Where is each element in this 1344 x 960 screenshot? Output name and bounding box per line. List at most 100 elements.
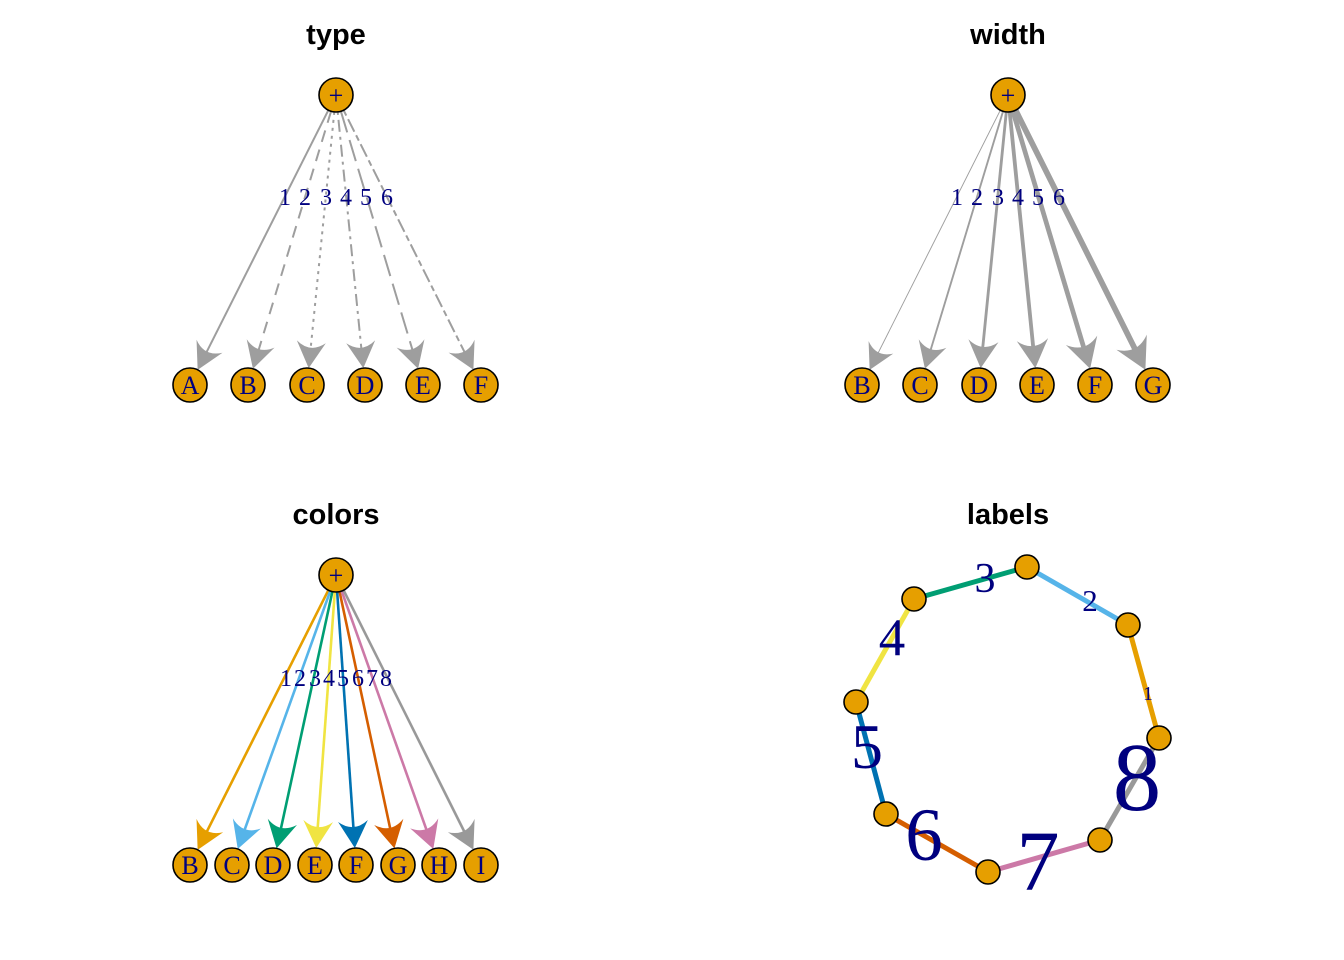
node-G-label: G [1144, 371, 1163, 400]
edges [196, 109, 475, 370]
node-I-circle [463, 847, 499, 883]
edge-5 [335, 591, 356, 832]
node-E-label: E [307, 851, 323, 880]
edge-4 [336, 111, 363, 353]
panel-title-width: width [969, 19, 1046, 51]
edge-label-5: 5 [360, 185, 372, 211]
node-E-label: E [1029, 371, 1045, 400]
edge-arrowhead-5 [1065, 335, 1098, 369]
panel-type: 1 2 3 4 5 6 + A B C D E F [172, 77, 499, 403]
node-C-label: C [298, 371, 315, 400]
edge-label-5: 5 [1032, 185, 1044, 211]
node-F-label: F [474, 371, 488, 400]
ring-node-6 [873, 801, 899, 827]
node-F-label: F [349, 851, 363, 880]
panel-title-colors: colors [292, 499, 379, 531]
ring-node-7 [975, 859, 1001, 885]
node-E-circle [297, 847, 333, 883]
edge-arrowhead-4 [303, 819, 334, 849]
edge-label-7: 7 [366, 666, 378, 692]
panel-colors: 1 2 3 4 5 6 7 8 + B C D E F G H I [172, 557, 499, 883]
ring-edge-1 [1125, 624, 1162, 739]
node-E-circle [405, 367, 441, 403]
edge-label-2: 2 [294, 666, 306, 692]
node-D-label: D [356, 371, 375, 400]
edge-label-8: 8 [380, 666, 392, 692]
root-node-label: + [1001, 81, 1016, 110]
edge-7 [340, 590, 430, 835]
edge-label-4: 4 [323, 666, 335, 692]
ring-edge-label-2: 2 [1082, 583, 1098, 618]
edge-arrowhead-1 [868, 341, 894, 370]
ring-edge-label-1: 1 [1143, 683, 1153, 705]
edge-arrowhead-5 [338, 819, 368, 849]
ring-edges [853, 564, 1162, 875]
node-F-circle [338, 847, 374, 883]
ring-node-5 [843, 689, 869, 715]
edge-arrowhead-6 [374, 818, 404, 849]
ring-edge-3 [913, 564, 1028, 602]
edge-label-1: 1 [279, 185, 291, 211]
node-E-circle [1019, 367, 1055, 403]
node-D-circle [961, 367, 997, 403]
edge-2 [928, 110, 1004, 354]
node-D-circle [255, 847, 291, 883]
edge-1 [203, 589, 330, 836]
edge-4 [316, 591, 337, 832]
node-G-circle [380, 847, 416, 883]
edge-6 [1013, 108, 1140, 355]
edges [868, 108, 1147, 370]
edge-arrowhead-1 [196, 818, 224, 850]
edge-2 [256, 110, 333, 354]
node-B-label: B [239, 371, 256, 400]
edge-arrowhead-3 [267, 818, 297, 849]
root-node-circle [318, 77, 354, 113]
node-F-circle [463, 367, 499, 403]
edge-arrowhead-3 [296, 340, 326, 369]
edge-1 [876, 109, 1001, 357]
ring-edge-2 [1025, 564, 1130, 628]
edge-6 [342, 109, 468, 357]
ring-edge-label-6: 6 [905, 794, 943, 877]
edge-label-5: 5 [337, 666, 349, 692]
node-H-label: H [430, 851, 449, 880]
root-node-circle [318, 557, 354, 593]
edge-label-6: 6 [1053, 185, 1065, 211]
edge-5 [1010, 110, 1088, 353]
edge-label-6: 6 [381, 185, 393, 211]
ring-edge-label-4: 4 [879, 609, 906, 667]
node-G-label: G [389, 851, 408, 880]
node-B-circle [230, 367, 266, 403]
node-C-circle [902, 367, 938, 403]
edges [196, 589, 475, 850]
node-D-label: D [970, 371, 989, 400]
edge-arrowhead-4 [346, 340, 376, 369]
edge-4 [1007, 111, 1036, 352]
edge-label-1: 1 [280, 666, 292, 692]
edge-label-4: 4 [1012, 185, 1024, 211]
panel-width: 1 2 3 4 5 6 + B C D E F G [844, 77, 1171, 403]
edge-3 [980, 111, 1008, 352]
edge-6 [338, 591, 393, 833]
ring-edge-7 [987, 837, 1101, 875]
ring-node-8 [1087, 827, 1113, 853]
node-A-circle [172, 367, 208, 403]
node-B-circle [172, 847, 208, 883]
panel-title-labels: labels [967, 499, 1049, 531]
edge-arrowhead-1 [196, 339, 223, 370]
node-C-label: C [223, 851, 240, 880]
ring-node-1 [1146, 725, 1172, 751]
ring-edge-4 [853, 597, 917, 704]
edge-arrowhead-6 [1116, 334, 1147, 370]
edge-arrowhead-2 [246, 339, 275, 369]
edge-label-3: 3 [309, 666, 321, 692]
edge-1 [203, 109, 330, 357]
node-G-circle [1135, 367, 1171, 403]
node-I-label: I [477, 851, 486, 880]
node-A-label: A [181, 371, 200, 400]
node-H-circle [421, 847, 457, 883]
ring-node-3 [1014, 554, 1040, 580]
node-D-circle [347, 367, 383, 403]
edge-2 [242, 590, 332, 835]
